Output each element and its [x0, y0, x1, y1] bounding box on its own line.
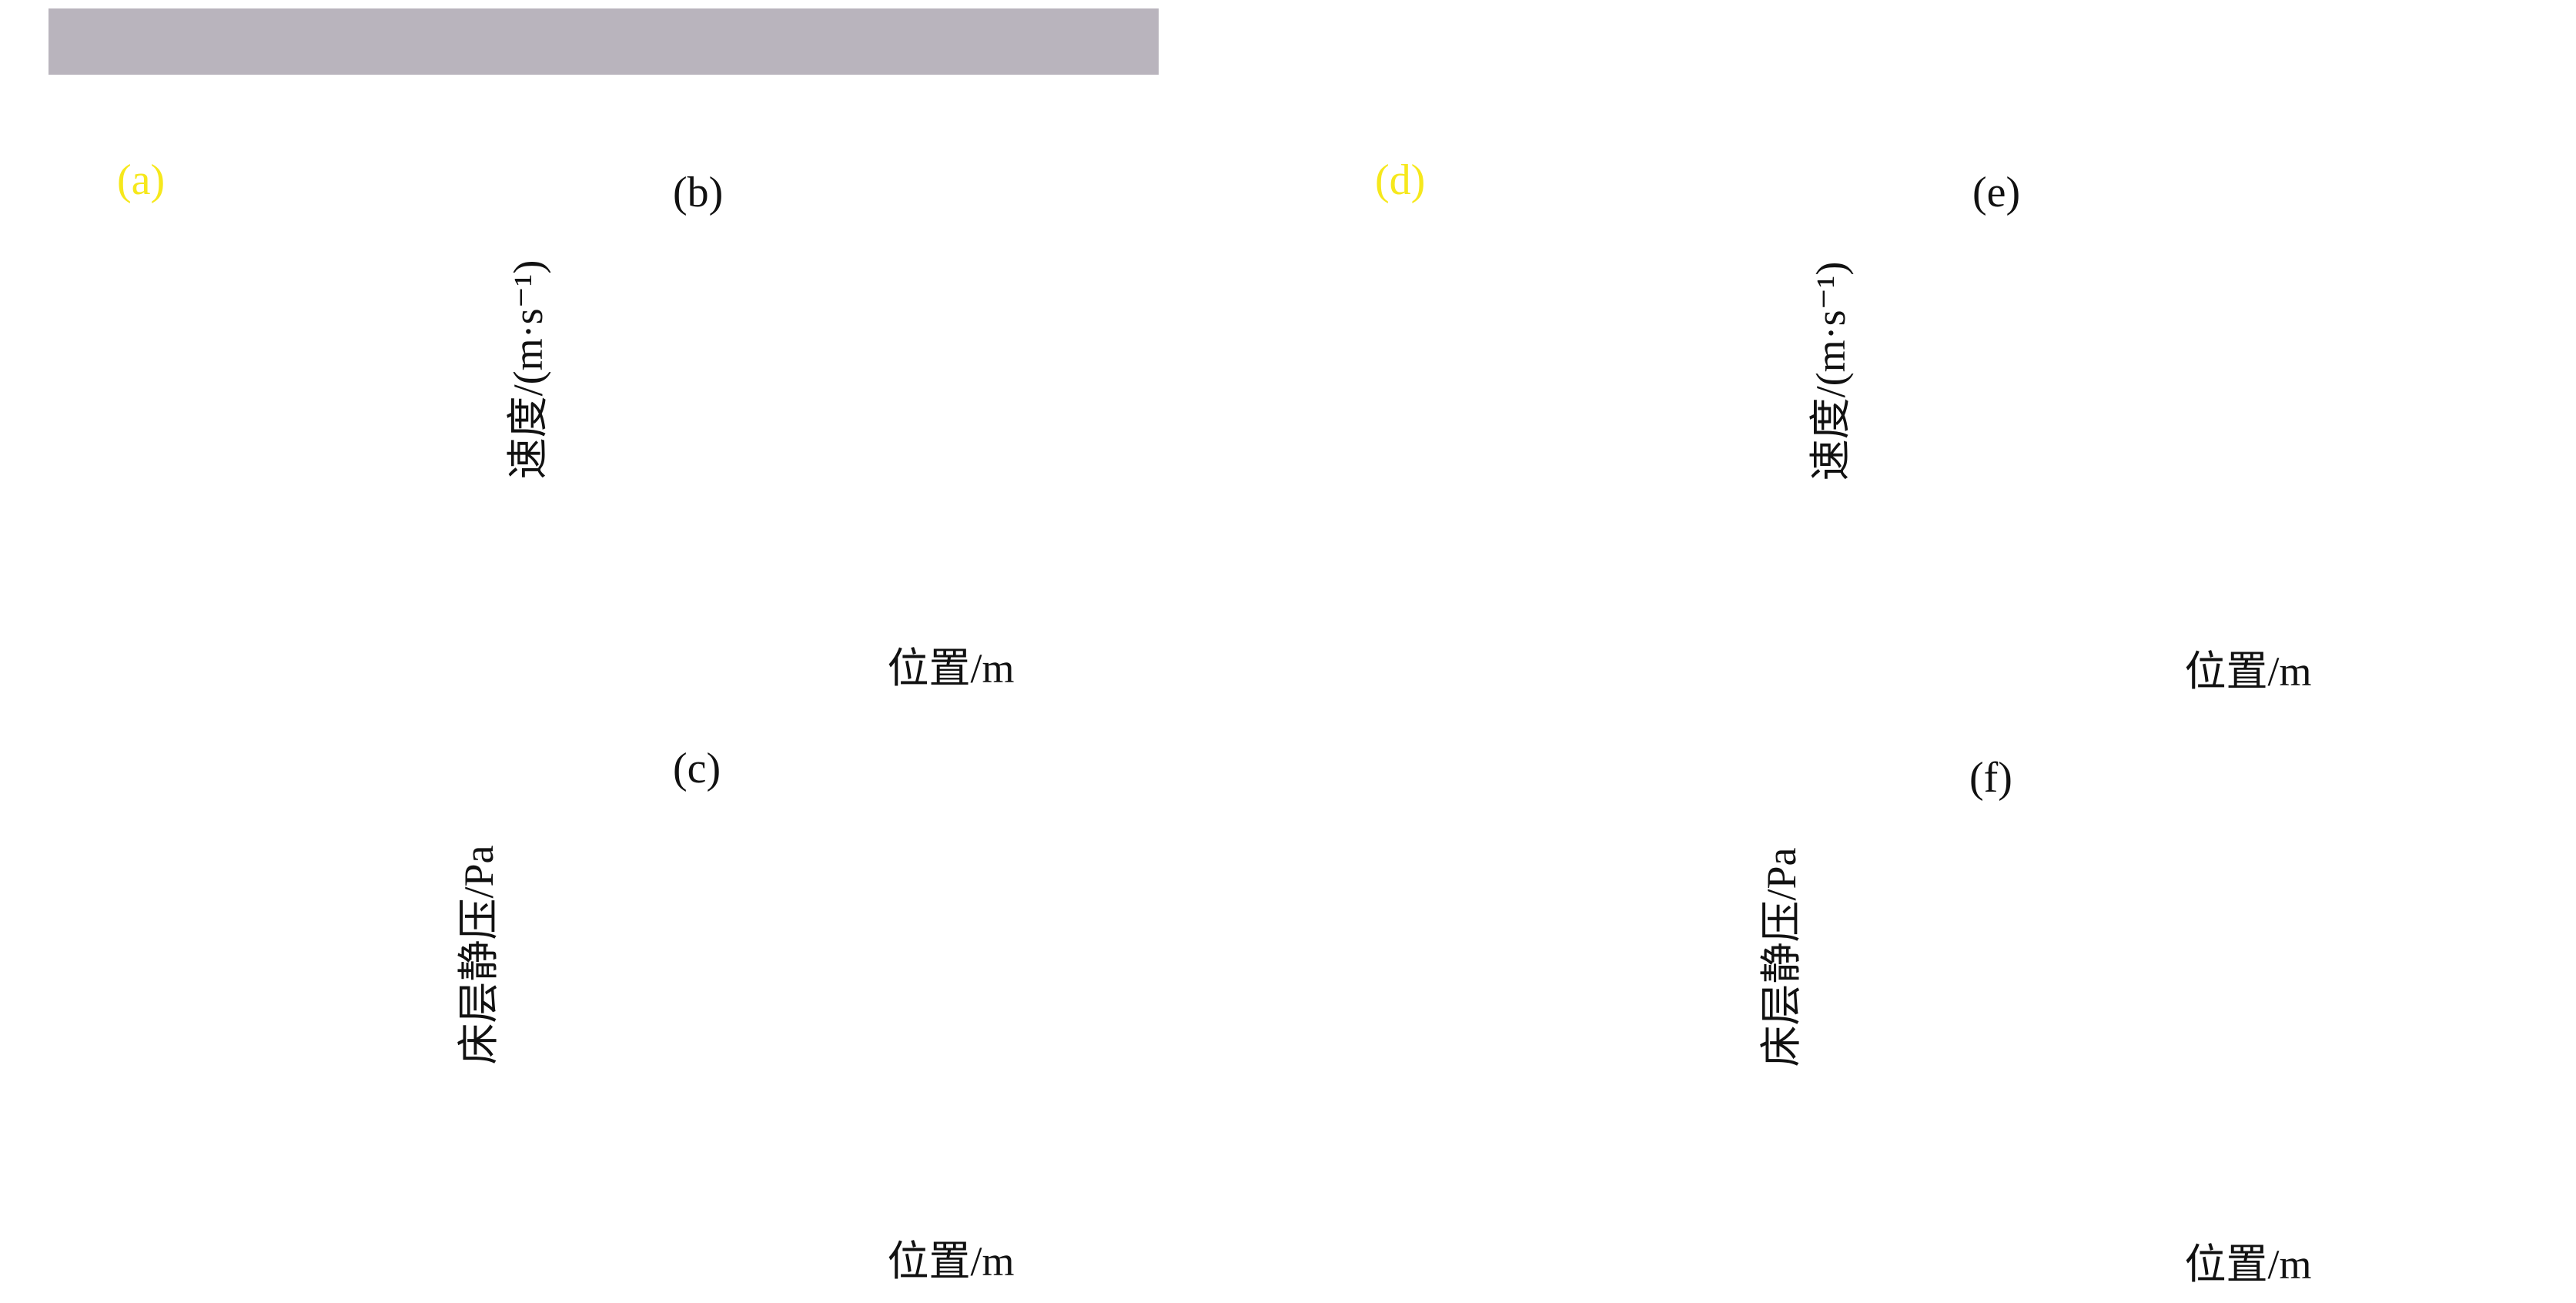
- y-axis-title-c: 床层静压/Pa: [456, 845, 502, 1064]
- x-axis-title-b: 位置/m: [887, 645, 1014, 692]
- y-axis-title-b: 速度/(m·s⁻¹): [505, 260, 551, 480]
- x-axis-title-f: 位置/m: [2184, 1241, 2311, 1288]
- panel-letter-a: (a): [117, 156, 165, 204]
- x-axis-title-e: 位置/m: [2184, 648, 2311, 695]
- y-axis-title-f: 床层静压/Pa: [1758, 847, 1805, 1067]
- x-axis-title-c: 位置/m: [887, 1238, 1014, 1285]
- panel-letter-e: (e): [1972, 169, 2020, 216]
- panel-letter-c: (c): [673, 745, 721, 792]
- colorbar-left: [49, 8, 1159, 75]
- panel-letter-b: (b): [673, 169, 723, 216]
- colorbar-frame: [49, 8, 1159, 75]
- panel-letter-d: (d): [1375, 156, 1425, 204]
- y-axis-title-e: 速度/(m·s⁻¹): [1808, 262, 1854, 481]
- panel-letter-f: (f): [1969, 754, 2012, 802]
